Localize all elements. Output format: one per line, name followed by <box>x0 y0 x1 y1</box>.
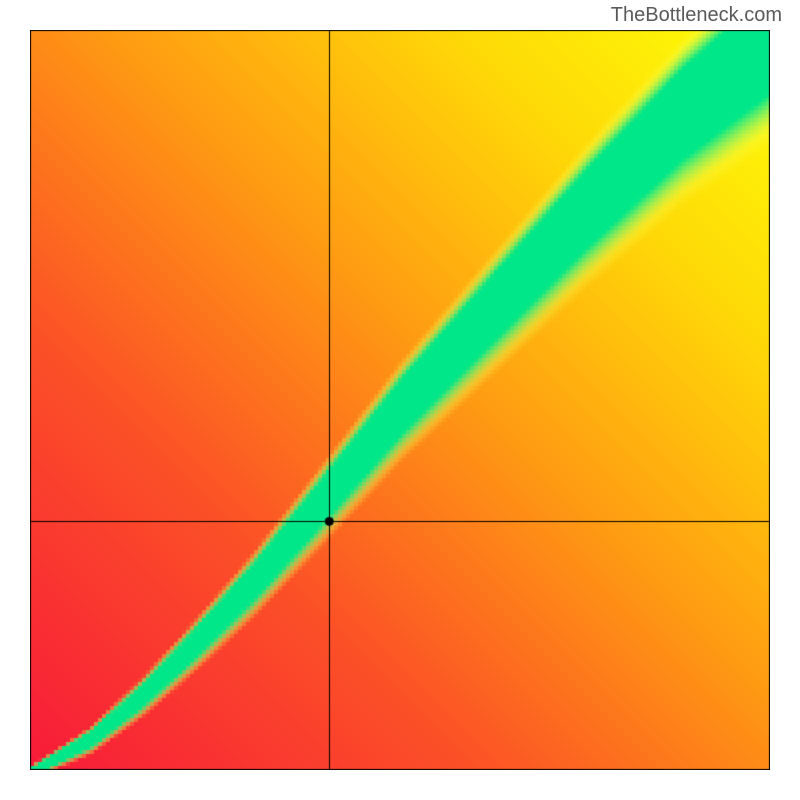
bottleneck-heatmap <box>30 30 770 770</box>
watermark-text: TheBottleneck.com <box>611 4 782 27</box>
heatmap-canvas <box>30 30 770 770</box>
